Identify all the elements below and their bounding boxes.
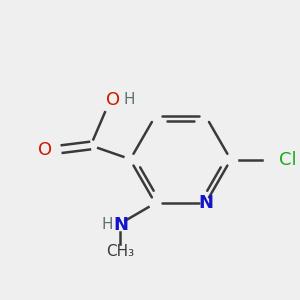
Text: Cl: Cl (279, 151, 297, 169)
Text: H: H (123, 92, 135, 107)
Text: O: O (38, 141, 52, 159)
Text: H: H (101, 217, 112, 232)
Text: CH₃: CH₃ (106, 244, 134, 259)
Text: N: N (198, 194, 213, 212)
Text: O: O (106, 91, 120, 109)
Text: N: N (113, 216, 128, 234)
